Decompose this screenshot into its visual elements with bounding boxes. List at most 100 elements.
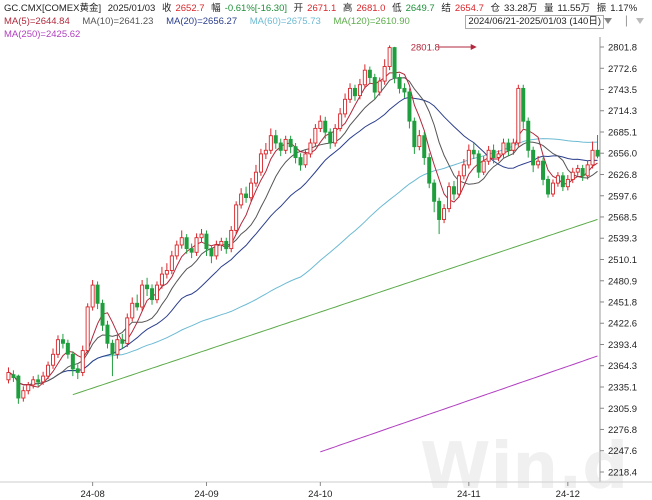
candle-body [303,153,308,166]
candle-body [224,240,229,250]
candle-body [189,248,194,253]
ma20-label: MA(20)=2656.27 [166,16,238,27]
candle-body [546,178,551,195]
candle-body [75,368,80,373]
candle-body [372,77,377,93]
candle-body [41,375,46,383]
candle-body [278,142,283,151]
candle-body [422,135,427,159]
candle-body [209,248,214,257]
settle-value: 2654.7 [454,3,484,14]
amp-label: 振 [596,3,607,14]
change-label: 幅 [211,3,221,14]
quote-header: GC.CMX[COMEX黄金] 2025/01/03 收 2652.7 幅 -0.6… [4,2,641,15]
candle-body [491,149,496,159]
ma10-line [8,77,598,386]
high-value: 2681.0 [356,3,386,14]
candle-body [288,138,293,148]
candle-body [451,186,456,195]
candle-body [531,149,536,166]
candle-body [51,353,56,366]
candle-body [110,342,115,355]
candle-body [55,339,60,355]
candle-body [367,69,372,78]
candle-body [536,160,541,166]
candle-body [521,87,526,122]
candle-body [31,379,36,386]
candle-body [407,91,412,122]
y-tick-label: 2422.6 [608,319,637,330]
candle-body [580,168,585,177]
candle-body [115,339,120,355]
candle-body [219,240,224,246]
ma5-line [8,71,598,388]
peak-label: 2801.8 [411,43,440,54]
range-dropdown-icon[interactable] [604,18,612,24]
candle-body [511,142,516,151]
x-tick-label: 24-08 [80,489,104,500]
candle-body [343,98,348,115]
candle-body [362,69,367,86]
y-tick-label: 2364.3 [608,361,637,372]
y-tick-label: 2539.3 [608,234,637,245]
candle-body [437,200,442,220]
candle-body [348,87,353,100]
candle-body [159,273,164,286]
open-label: 开 [293,3,304,14]
candle-body [377,80,382,93]
candle-body [293,146,298,159]
candle-body [16,375,21,399]
candle-body [11,374,16,379]
candle-body [268,135,273,151]
candle-body [461,164,466,177]
high-label: 高 [342,3,353,14]
candle-body [145,284,150,290]
candle-body [506,142,511,151]
candle-body [516,87,521,144]
y-tick-label: 2276.8 [608,425,637,436]
candle-body [555,175,560,184]
candle-body [387,47,392,67]
change-value: -0.61%[-16.30] [224,3,288,14]
ma60-label: MA(60)=2675.73 [249,16,321,27]
candle-body [590,149,595,166]
candle-body [21,390,26,399]
candle-body [229,229,234,250]
date-range-selector[interactable]: 2024/06/21-2025/01/03 (140日) [465,15,604,29]
symbol-label[interactable]: GC.CMX[COMEX黄金] [4,3,102,14]
candle-body [283,138,288,151]
x-tick-label: 24-12 [556,489,580,500]
candle-body [323,120,328,133]
candle-body [412,120,417,148]
candle-body [214,244,219,257]
y-tick-label: 2597.6 [608,191,637,202]
candle-body [26,384,31,392]
vol-value: 11.55万 [557,3,591,14]
candle-body [179,237,184,246]
candle-body [244,193,249,199]
date-label: 2025/01/03 [107,3,156,14]
low-value: 2649.7 [405,3,435,14]
y-tick-label: 2568.5 [608,212,637,223]
y-tick-label: 2714.3 [608,106,637,117]
y-tick-label: 2335.1 [608,382,637,393]
candle-body [417,135,422,148]
candle-body [85,306,90,352]
menu-dropdown-icon[interactable] [636,18,644,24]
y-tick-label: 2480.9 [608,276,637,287]
candle-body [120,339,125,344]
candle-body [541,160,546,180]
candle-body [357,84,362,97]
y-tick-label: 2626.8 [608,170,637,181]
candle-body [476,153,481,173]
candle-body [80,350,85,373]
candle-body [184,237,189,250]
candle-body [234,204,239,231]
candle-body [204,233,209,250]
vol-label: 量 [543,3,554,14]
y-tick-label: 2685.1 [608,128,637,139]
candle-body [130,302,135,319]
candle-body [313,127,318,144]
candle-body [575,168,580,173]
